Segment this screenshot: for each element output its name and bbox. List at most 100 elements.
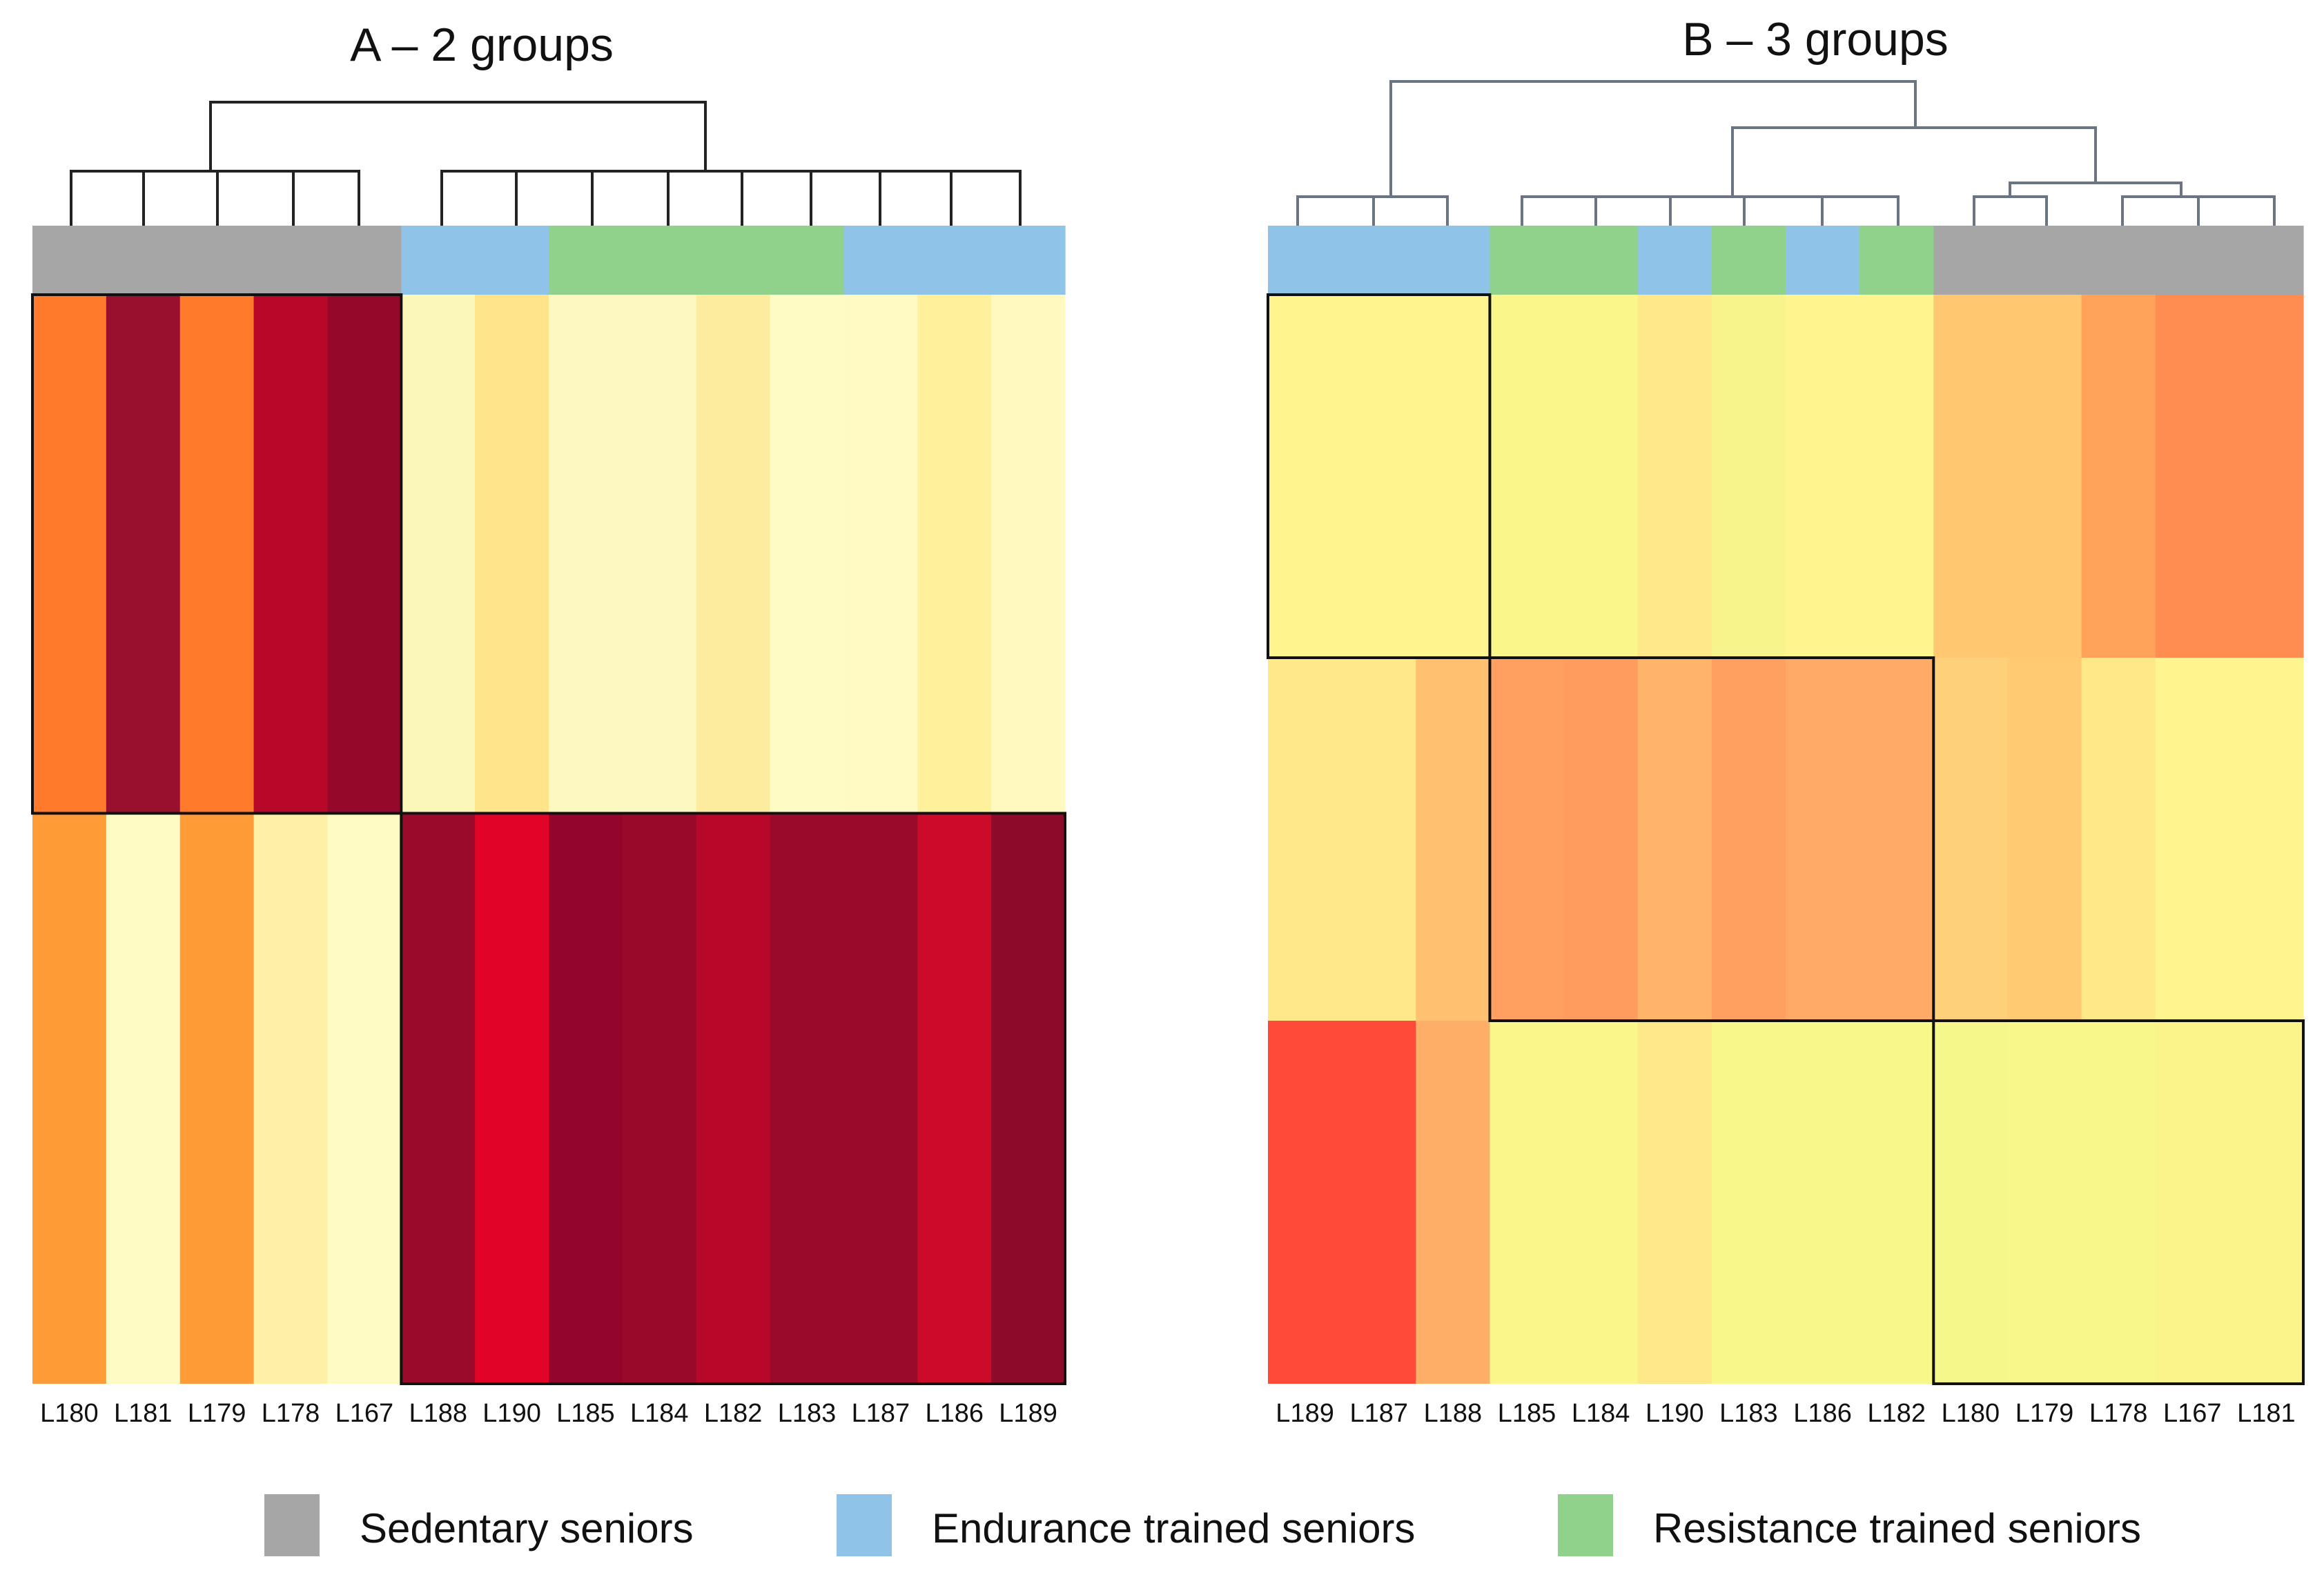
group-bar-cell-L184: [622, 226, 697, 295]
legend-swatch-3: [1558, 1494, 1613, 1556]
heatmap-cell-r0-L186: [917, 295, 992, 814]
heatmap-cell-r0-L186: [1786, 295, 1860, 658]
column-label-L178: L178: [2089, 1399, 2148, 1428]
group-bar-cell-L188: [401, 226, 476, 295]
heatmap-cell-r0-L181: [106, 295, 181, 814]
heatmap-cell-r1-L181: [106, 813, 181, 1384]
heatmap-cell-r0-L182: [1859, 295, 1934, 658]
heatmap-cell-r2-L184: [1563, 1021, 1639, 1384]
heatmap-cell-r2-L188: [1416, 1021, 1491, 1384]
heatmap-cell-r0-L190: [475, 295, 549, 814]
heatmap-cell-r2-L189: [1268, 1021, 1342, 1384]
heatmap-cell-r1-L184: [1563, 658, 1639, 1021]
column-label-L182: L182: [704, 1399, 763, 1428]
group-bar-cell-L167: [327, 226, 402, 295]
legend-label-2: Endurance trained seniors: [932, 1505, 1415, 1551]
group-bar-cell-L190: [1637, 226, 1712, 295]
heatmap-cell-r1-L185: [549, 813, 623, 1384]
column-label-L178: L178: [262, 1399, 320, 1428]
column-label-L179: L179: [188, 1399, 246, 1428]
cluster-block-1: [1267, 293, 1492, 659]
heatmap-cell-r0-L185: [1490, 295, 1565, 658]
dendro-branch: [2009, 182, 2183, 197]
heatmap-cell-r0-L183: [1711, 295, 1786, 658]
group-bar-cell-L178: [2081, 226, 2156, 295]
heatmap-cell-r1-L179: [2007, 658, 2082, 1021]
column-label-L181: L181: [2237, 1399, 2296, 1428]
heatmap-cell-r2-L181: [2229, 1021, 2304, 1384]
group-bar-cell-L182: [696, 226, 771, 295]
column-label-L167: L167: [2163, 1399, 2222, 1428]
dendro-branch: [70, 170, 360, 226]
heatmap-cell-r2-L178: [2081, 1021, 2156, 1384]
heatmap-cell-r0-L187: [843, 295, 918, 814]
column-label-L190: L190: [1646, 1399, 1704, 1428]
legend-label-3: Resistance trained seniors: [1653, 1505, 2141, 1551]
heatmap-cell-r1-L186: [1786, 658, 1860, 1021]
group-bar-cell-L187: [1342, 226, 1416, 295]
group-bar-cell-L190: [475, 226, 549, 295]
column-label-L189: L189: [999, 1399, 1057, 1428]
group-bar-cell-L185: [1490, 226, 1565, 295]
heatmap-cell-r2-L183: [1711, 1021, 1786, 1384]
heatmap-cell-r1-L180: [1933, 658, 2009, 1021]
heatmap-cell-r1-L184: [622, 813, 697, 1384]
heatmap-cell-r0-L179: [179, 295, 255, 814]
heatmap-cell-r2-L186: [1786, 1021, 1860, 1384]
group-bar-cell-L180: [32, 226, 107, 295]
heatmap-cell-r0-L167: [2155, 295, 2230, 658]
dendro-branch: [440, 170, 1022, 226]
column-label-L188: L188: [1424, 1399, 1483, 1428]
column-label-L184: L184: [1572, 1399, 1630, 1428]
heatmap-cell-r2-L179: [2007, 1021, 2082, 1384]
heatmap-cell-r0-L178: [253, 295, 329, 814]
heatmap-cell-r0-L188: [1416, 295, 1491, 658]
legend-label-1: Sedentary seniors: [360, 1505, 694, 1551]
heatmap-cell-r0-L180: [1933, 295, 2009, 658]
heatmap-cell-r0-L187: [1342, 295, 1416, 658]
cluster-block-2: [400, 812, 1066, 1385]
dendro-branch: [1521, 195, 1900, 226]
heatmap-cell-r1-L183: [770, 813, 845, 1384]
group-bar-cell-L180: [1933, 226, 2009, 295]
panel-a-heatmap: A – 2 groups L180 L181 L179 L178 L167 L188 L190…: [31, 19, 1066, 1428]
heatmap-cell-r1-L167: [327, 813, 402, 1384]
heatmap-cell-r1-L182: [696, 813, 771, 1384]
column-label-L186: L186: [1793, 1399, 1852, 1428]
heatmap-cell-r2-L190: [1637, 1021, 1712, 1384]
heatmap-cell-r0-L167: [327, 295, 402, 814]
cluster-block-3: [1932, 1019, 2305, 1385]
group-bar-cell-L179: [179, 226, 255, 295]
group-bar-cell-L186: [1786, 226, 1860, 295]
heatmap-cell-r1-L167: [2155, 658, 2230, 1021]
group-bar-cell-L189: [991, 226, 1066, 295]
legend: Sedentary seniors Endurance trained senio…: [264, 1494, 2141, 1556]
cluster-block-2: [1488, 656, 1935, 1022]
group-bar-cell-L183: [1711, 226, 1786, 295]
dendrogram-b: [1296, 80, 2276, 226]
group-bar-cell-L184: [1563, 226, 1639, 295]
heatmap-cell-r1-L186: [917, 813, 992, 1384]
chart-title: B – 3 groups: [1682, 13, 1949, 66]
heatmap-cell-r2-L187: [1342, 1021, 1416, 1384]
column-label-L180: L180: [1942, 1399, 2000, 1428]
column-label-L190: L190: [482, 1399, 541, 1428]
heatmap-cell-r1-L183: [1711, 658, 1786, 1021]
heatmap-cell-r0-L183: [770, 295, 845, 814]
heatmap-cell-r1-L178: [253, 813, 329, 1384]
column-label-L186: L186: [925, 1399, 984, 1428]
heatmap-cell-r0-L178: [2081, 295, 2156, 658]
heatmap-cell-r1-L182: [1859, 658, 1934, 1021]
heatmap-cell-r0-L184: [1563, 295, 1639, 658]
column-label-L187: L187: [852, 1399, 910, 1428]
heatmap-cell-r0-L181: [2229, 295, 2304, 658]
heatmap-cell-r1-L185: [1490, 658, 1565, 1021]
heatmap-cell-r0-L179: [2007, 295, 2082, 658]
group-bar-cell-L189: [1268, 226, 1342, 295]
heatmap-cell-r1-L180: [32, 813, 107, 1384]
group-bar-cell-L186: [917, 226, 992, 295]
heatmap-cell-r0-L189: [1268, 295, 1342, 658]
heatmap-cell-r1-L187: [1342, 658, 1416, 1021]
column-label-L189: L189: [1276, 1399, 1334, 1428]
